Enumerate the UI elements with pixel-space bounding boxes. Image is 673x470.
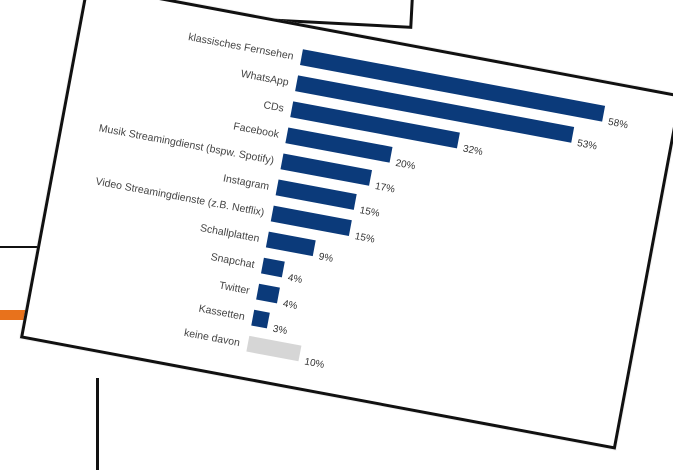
value-label: 10% — [303, 357, 325, 372]
bar — [295, 75, 575, 143]
bar-chart: klassisches Fernsehen 58% WhatsApp 53% CDs 32… — [95, 31, 629, 372]
chart-card: klassisches Fernsehen 58% WhatsApp 53% CDs 32… — [19, 0, 673, 450]
value-label: 17% — [374, 181, 396, 196]
category-label: Snapchat — [210, 251, 256, 271]
background-line-left — [0, 246, 60, 248]
bar — [265, 231, 316, 257]
category-label: Kassetten — [198, 303, 246, 323]
category-label: Schallplatten — [199, 222, 260, 245]
bar — [246, 335, 302, 362]
category-label: CDs — [262, 99, 284, 115]
bar — [285, 127, 393, 163]
value-label: 4% — [287, 273, 303, 286]
value-label: 20% — [395, 158, 417, 173]
accent-stripe — [0, 310, 30, 320]
value-label: 53% — [576, 138, 598, 153]
value-label: 15% — [354, 231, 376, 246]
category-label: WhatsApp — [240, 68, 290, 89]
value-label: 9% — [318, 251, 334, 264]
bar — [260, 257, 285, 278]
value-label: 3% — [272, 324, 288, 337]
value-label: 4% — [282, 299, 298, 312]
category-label: Instagram — [222, 172, 270, 192]
value-label: 32% — [462, 144, 484, 159]
bar — [256, 283, 280, 304]
category-label: Facebook — [232, 120, 280, 140]
bar — [251, 309, 270, 329]
bar — [299, 49, 606, 122]
category-label: Twitter — [218, 280, 251, 298]
bar — [275, 179, 357, 210]
bar — [290, 101, 460, 149]
bar — [280, 153, 372, 186]
value-label: 58% — [607, 117, 629, 132]
background-line-bottom — [96, 378, 99, 470]
value-label: 15% — [359, 205, 381, 220]
category-label: klassisches Fernsehen — [187, 31, 294, 62]
bar — [270, 205, 352, 236]
category-label: keine davon — [183, 327, 241, 349]
